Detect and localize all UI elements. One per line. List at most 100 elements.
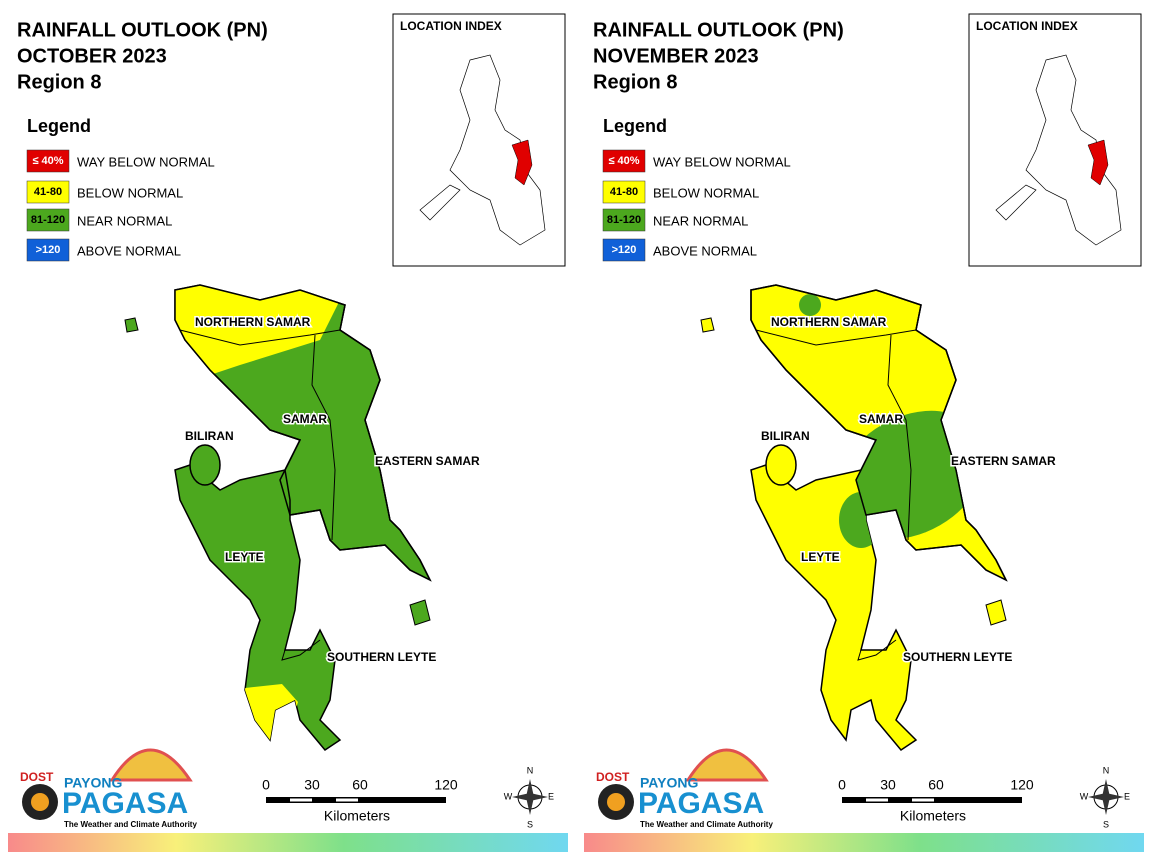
scale-seg	[336, 798, 358, 802]
samar-outline	[750, 284, 1008, 582]
province-border	[179, 329, 341, 346]
compass-letter: E	[548, 791, 554, 801]
islet	[985, 599, 1007, 626]
province-border	[281, 639, 321, 661]
near-normal-zone	[799, 294, 821, 316]
legend-swatch	[602, 180, 646, 204]
location-index-title: LOCATION INDEX	[400, 19, 502, 33]
logo-seal-inner	[607, 793, 625, 811]
biliran-island	[765, 444, 797, 486]
region-highlight	[511, 139, 533, 186]
region-label: SAMAR	[283, 412, 327, 426]
below-normal-zone	[240, 684, 298, 750]
legend-key: ≤ 40%	[32, 155, 63, 167]
legend-swatch	[26, 149, 70, 173]
panel: RAINFALL OUTLOOK (PN) NOVEMBER 2023 Region…	[584, 13, 1144, 852]
province-border	[887, 334, 912, 541]
province-border	[755, 329, 917, 346]
color-band	[584, 833, 1144, 852]
legend-key: 41-80	[34, 186, 62, 198]
panel: RAINFALL OUTLOOK (PN) OCTOBER 2023 Region …	[8, 13, 568, 852]
zone	[175, 285, 350, 375]
legend-key: 41-80	[610, 186, 638, 198]
samar-outline	[174, 284, 432, 582]
legend-label: BELOW NORMAL	[653, 185, 759, 200]
title-line: RAINFALL OUTLOOK (PN)	[593, 19, 844, 41]
compass-letter: N	[527, 765, 534, 775]
islet	[124, 317, 139, 333]
title-line: OCTOBER 2023	[17, 45, 167, 67]
legend-key: >120	[36, 244, 61, 256]
region-label: NORTHERN SAMAR	[771, 315, 887, 329]
scale-seg	[290, 798, 312, 802]
logo-seal-inner	[31, 793, 49, 811]
scale-seg	[912, 798, 934, 802]
leyte-island	[174, 464, 342, 751]
scale-tick: 0	[838, 777, 846, 793]
scale-tick: 60	[928, 777, 944, 793]
legend-swatch	[602, 238, 646, 262]
islet	[409, 599, 431, 626]
logo-agency: DOST	[596, 770, 630, 784]
biliran-island	[189, 444, 221, 486]
legend-label: NEAR NORMAL	[77, 213, 172, 228]
legend-label: WAY BELOW NORMAL	[77, 154, 215, 169]
logo-brand-top: PAYONG	[64, 775, 122, 791]
location-index-title: LOCATION INDEX	[976, 19, 1078, 33]
province-border	[857, 639, 897, 661]
scale-tick: 120	[434, 777, 458, 793]
scale-tick: 0	[262, 777, 270, 793]
legend-swatch	[26, 208, 70, 232]
region-highlight	[1087, 139, 1109, 186]
legend-swatch	[26, 180, 70, 204]
scale-unit: Kilometers	[900, 808, 966, 824]
zone	[240, 684, 298, 750]
scale-unit: Kilometers	[324, 808, 390, 824]
legend-key: 81-120	[607, 214, 641, 226]
compass-letter: W	[504, 791, 513, 801]
region-label: BILIRAN	[185, 429, 234, 443]
legend-label: ABOVE NORMAL	[77, 243, 181, 258]
logo-agency: DOST	[20, 770, 54, 784]
title-line: Region 8	[593, 71, 677, 93]
umbrella	[685, 748, 769, 782]
legend-title: Legend	[603, 116, 667, 136]
color-band	[8, 833, 568, 852]
scale-tick: 60	[352, 777, 368, 793]
scale-tick: 30	[304, 777, 320, 793]
below-normal-zone	[175, 285, 350, 375]
region-label: LEYTE	[801, 550, 840, 564]
legend-label: ABOVE NORMAL	[653, 243, 757, 258]
legend-swatch	[602, 208, 646, 232]
region-label: BILIRAN	[761, 429, 810, 443]
legend-key: 81-120	[31, 214, 65, 226]
logo-tagline: The Weather and Climate Authority	[640, 820, 773, 829]
legend-swatch	[26, 238, 70, 262]
compass-letter: W	[1080, 791, 1089, 801]
compass-letter: S	[527, 819, 533, 829]
islet	[700, 317, 715, 333]
region-label: SOUTHERN LEYTE	[903, 650, 1012, 664]
compass-star	[512, 779, 548, 815]
province-border	[311, 334, 336, 541]
legend-swatch	[602, 149, 646, 173]
legend-key: ≤ 40%	[608, 155, 639, 167]
region-label: EASTERN SAMAR	[951, 454, 1056, 468]
legend-label: NEAR NORMAL	[653, 213, 748, 228]
logo-brand: PAGASA	[62, 787, 188, 820]
title-line: Region 8	[17, 71, 101, 93]
philippines-outline	[995, 54, 1122, 246]
region-label: SAMAR	[859, 412, 903, 426]
legend-label: BELOW NORMAL	[77, 185, 183, 200]
umbrella	[109, 748, 193, 782]
compass-star	[1088, 779, 1124, 815]
scale-tick: 30	[880, 777, 896, 793]
legend-label: WAY BELOW NORMAL	[653, 154, 791, 169]
title-line: NOVEMBER 2023	[593, 45, 759, 67]
compass-letter: S	[1103, 819, 1109, 829]
region-label: NORTHERN SAMAR	[195, 315, 311, 329]
scale-seg	[866, 798, 888, 802]
logo-tagline: The Weather and Climate Authority	[64, 820, 197, 829]
philippines-outline	[419, 54, 546, 246]
